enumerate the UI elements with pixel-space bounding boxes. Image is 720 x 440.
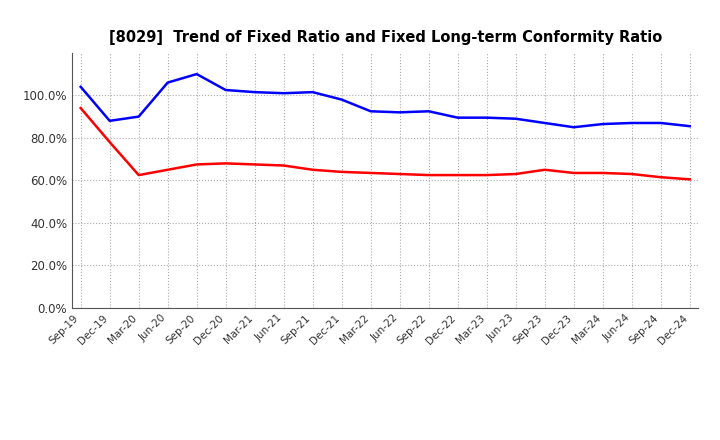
Fixed Ratio <box>598 121 607 127</box>
Fixed Ratio <box>511 116 520 121</box>
Fixed Long-term Conformity Ratio <box>105 139 114 145</box>
Fixed Ratio <box>308 89 317 95</box>
Fixed Ratio <box>570 125 578 130</box>
Fixed Ratio <box>454 115 462 120</box>
Fixed Ratio <box>163 80 172 85</box>
Fixed Ratio <box>424 109 433 114</box>
Fixed Long-term Conformity Ratio <box>511 171 520 176</box>
Fixed Long-term Conformity Ratio <box>366 170 375 176</box>
Fixed Ratio <box>279 91 288 96</box>
Fixed Ratio <box>251 89 259 95</box>
Fixed Long-term Conformity Ratio <box>541 167 549 172</box>
Fixed Long-term Conformity Ratio <box>338 169 346 175</box>
Fixed Ratio <box>482 115 491 120</box>
Fixed Ratio <box>221 88 230 93</box>
Fixed Long-term Conformity Ratio <box>192 162 201 167</box>
Fixed Ratio <box>135 114 143 119</box>
Line: Fixed Ratio: Fixed Ratio <box>81 74 690 127</box>
Fixed Ratio <box>541 121 549 126</box>
Fixed Long-term Conformity Ratio <box>657 175 665 180</box>
Fixed Long-term Conformity Ratio <box>598 170 607 176</box>
Fixed Long-term Conformity Ratio <box>482 172 491 178</box>
Fixed Long-term Conformity Ratio <box>76 106 85 111</box>
Title: [8029]  Trend of Fixed Ratio and Fixed Long-term Conformity Ratio: [8029] Trend of Fixed Ratio and Fixed Lo… <box>109 29 662 45</box>
Fixed Ratio <box>76 84 85 89</box>
Fixed Ratio <box>192 71 201 77</box>
Line: Fixed Long-term Conformity Ratio: Fixed Long-term Conformity Ratio <box>81 108 690 180</box>
Fixed Long-term Conformity Ratio <box>570 170 578 176</box>
Fixed Long-term Conformity Ratio <box>424 172 433 178</box>
Fixed Long-term Conformity Ratio <box>163 167 172 172</box>
Fixed Long-term Conformity Ratio <box>395 171 404 176</box>
Fixed Long-term Conformity Ratio <box>454 172 462 178</box>
Fixed Long-term Conformity Ratio <box>685 177 694 182</box>
Fixed Long-term Conformity Ratio <box>279 163 288 168</box>
Fixed Ratio <box>395 110 404 115</box>
Fixed Ratio <box>366 109 375 114</box>
Fixed Ratio <box>627 121 636 126</box>
Fixed Long-term Conformity Ratio <box>627 171 636 176</box>
Fixed Ratio <box>657 121 665 126</box>
Fixed Long-term Conformity Ratio <box>308 167 317 172</box>
Fixed Long-term Conformity Ratio <box>135 172 143 178</box>
Fixed Ratio <box>685 124 694 129</box>
Fixed Ratio <box>105 118 114 124</box>
Fixed Long-term Conformity Ratio <box>221 161 230 166</box>
Fixed Long-term Conformity Ratio <box>251 162 259 167</box>
Fixed Ratio <box>338 97 346 102</box>
